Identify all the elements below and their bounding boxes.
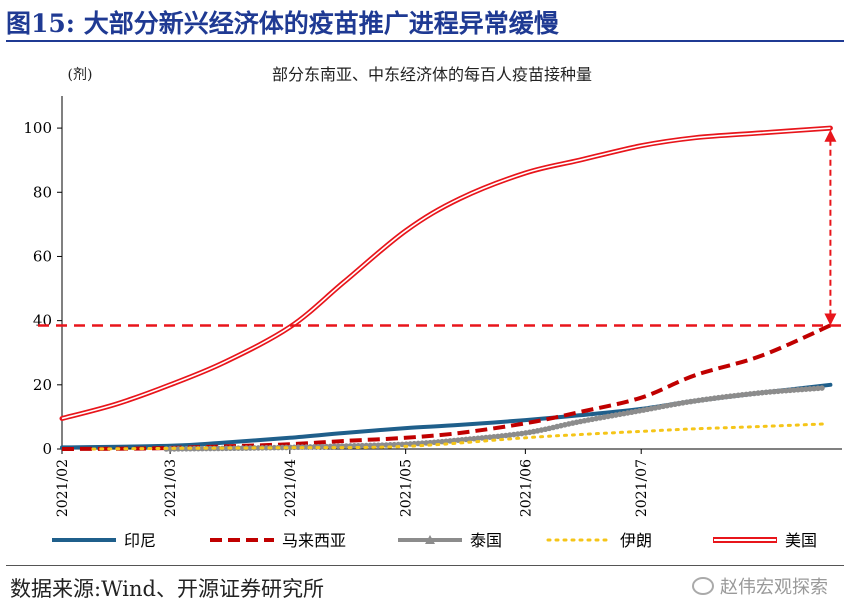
series-line-usa-inner [61,127,831,420]
x-tick-label: 2021/04 [283,459,299,517]
legend-marker-thailand [425,535,435,544]
x-tick-label: 2021/07 [634,459,650,517]
series-group [59,125,833,452]
chart-title: 部分东南亚、中东经济体的每百人疫苗接种量 [272,65,592,84]
series-marker-thailand [815,385,821,392]
legend-label-indonesia: 印尼 [124,531,156,550]
legend-label-usa: 美国 [785,531,817,550]
y-tick-label: 0 [42,440,52,458]
series-marker-thailand [819,385,825,391]
x-tick-label: 2021/06 [518,459,534,517]
watermark: 赵伟宏观探索 [692,573,828,599]
y-tick-label: 60 [33,247,52,265]
arrow-head-top [824,129,837,142]
series-marker-thailand [783,387,789,394]
vaccination-chart: 部分东南亚、中东经济体的每百人疫苗接种量 (剂) 0 20 40 60 80 100 202… [23,65,844,550]
legend-label-iran: 伊朗 [620,531,652,550]
legend-label-thailand: 泰国 [470,531,502,550]
series-marker-thailand [791,387,797,393]
series-marker-thailand [799,386,805,393]
series-marker-thailand [271,444,278,451]
watermark-text: 赵伟宏观探索 [720,577,828,598]
arrow-head-bottom [824,313,837,326]
wechat-icon [692,577,714,595]
series-marker-thailand [807,386,813,392]
series-marker-thailand [303,444,310,450]
annotation-group [38,129,844,327]
series-line-iran [91,422,825,451]
series-marker-thailand [775,388,781,395]
series-marker-thailand [787,387,793,394]
source-note: 数据来源:Wind、开源证券研究所 [10,577,324,601]
series-marker-thailand [231,445,238,452]
y-tick-label: 80 [33,183,52,201]
series-marker-thailand [795,386,801,393]
series-marker-thailand [287,444,294,451]
series-marker-thailand [811,385,817,392]
legend-label-malaysia: 马来西亚 [282,531,346,550]
figure-title: 图15: 大部分新兴经济体的疫苗推广进程异常缓慢 [6,9,559,38]
series-marker-thailand [779,388,785,394]
series-marker-thailand [295,444,302,451]
title-underline [6,40,844,42]
series-line-indonesia [60,382,833,450]
x-tick-label: 2021/05 [399,459,415,517]
y-tick-label: 100 [23,119,52,137]
x-tick-label: 2021/03 [163,459,179,517]
y-tick-label: 20 [33,376,52,394]
legend: 印尼 马来西亚 泰国 伊朗 美国 [52,531,817,550]
series-line-malaysia [61,323,832,451]
y-axis-unit-label: (剂) [68,67,93,83]
series-marker-thailand [223,445,230,452]
series-marker-thailand [311,444,318,450]
axes-group: 0 20 40 60 80 100 2021/02 2021/03 2021/04 2021/05… [23,96,842,517]
series-marker-thailand [255,445,262,451]
series-line-usa [59,125,833,421]
series-marker-thailand [263,445,270,451]
series-marker-thailand [247,445,254,451]
series-marker-thailand [803,386,809,392]
x-tick-label: 2021/02 [55,459,71,517]
series-marker-thailand [239,445,246,451]
source-divider [6,565,844,566]
series-marker-thailand [279,444,286,451]
y-tick-label: 40 [33,312,52,330]
